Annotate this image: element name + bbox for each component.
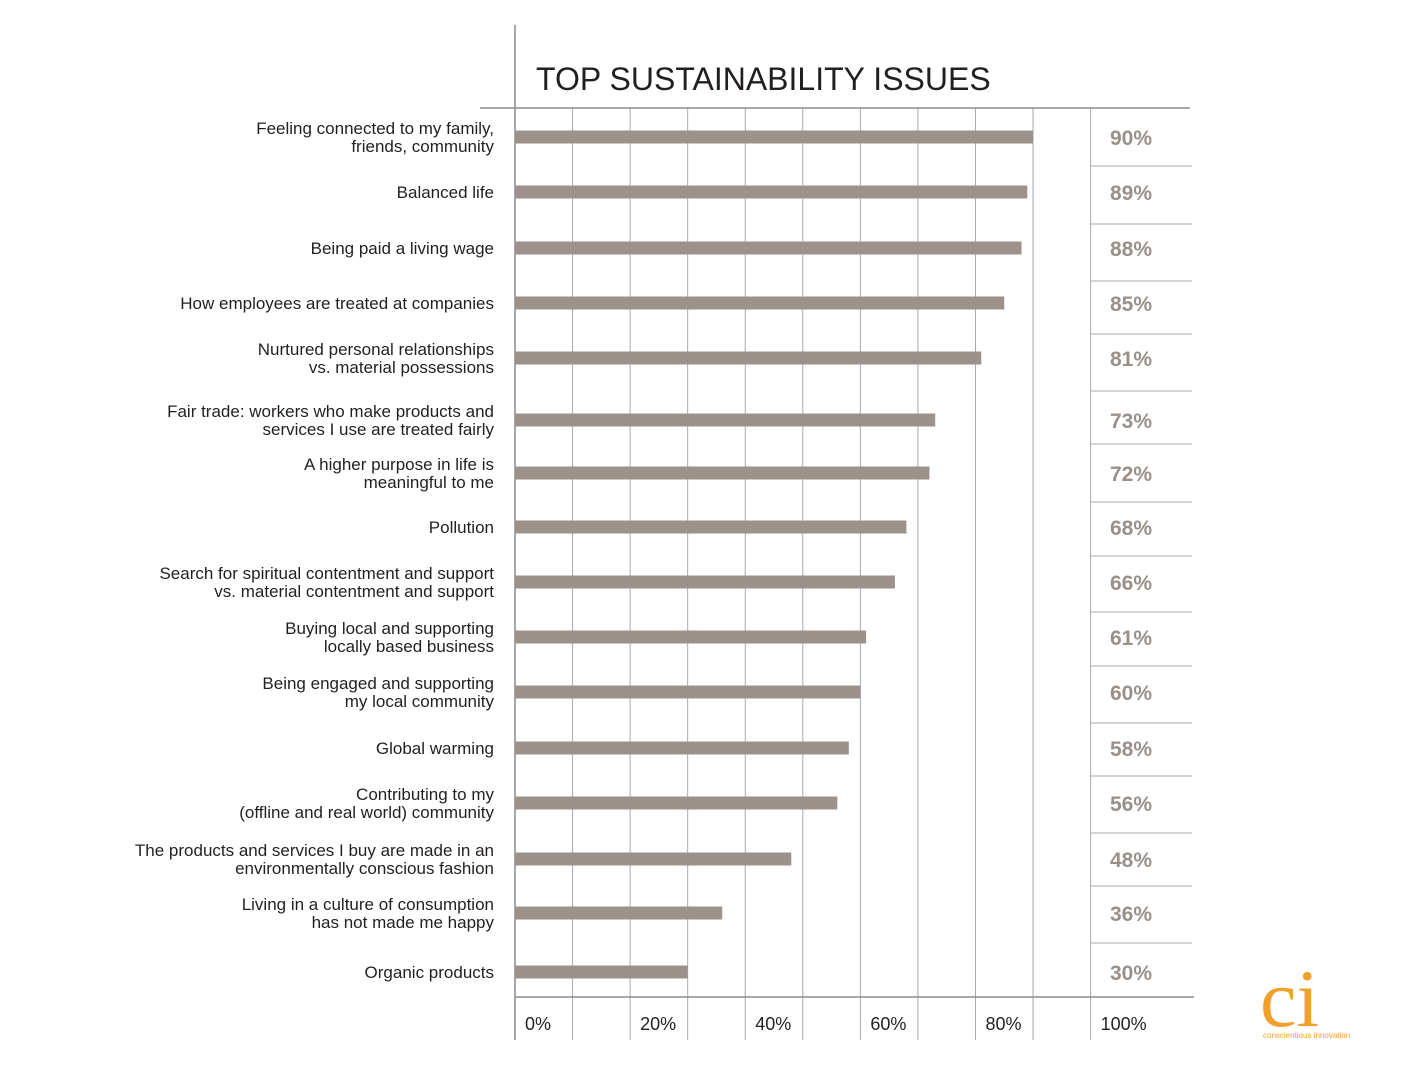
value-label-13: 56% bbox=[1110, 793, 1152, 816]
category-label-line: A higher purpose in life is bbox=[304, 455, 494, 474]
value-label-2: 89% bbox=[1110, 182, 1152, 205]
bar-10 bbox=[515, 630, 867, 644]
category-label-3: Being paid a living wage bbox=[311, 239, 494, 258]
category-label-line: Pollution bbox=[429, 518, 494, 537]
category-label-15: Living in a culture of consumption has no… bbox=[242, 895, 495, 932]
bar-11 bbox=[515, 685, 861, 699]
bar-12 bbox=[515, 741, 849, 755]
category-label-4: How employees are treated at companies bbox=[180, 294, 494, 313]
value-label-15: 36% bbox=[1110, 903, 1152, 926]
category-label-line: Global warming bbox=[376, 739, 494, 758]
category-label-1: Feeling connected to my family, friends, … bbox=[256, 119, 494, 156]
value-label-9: 66% bbox=[1110, 572, 1152, 595]
category-label-line: vs. material contentment and support bbox=[214, 582, 494, 601]
category-label-9: Search for spiritual contentment and sup… bbox=[159, 564, 494, 601]
category-label-line: Being paid a living wage bbox=[311, 239, 494, 258]
value-label-16: 30% bbox=[1110, 962, 1152, 985]
bar-3 bbox=[515, 241, 1022, 255]
logo-mark: ci bbox=[1260, 953, 1319, 1044]
logo-name: conscientious innovation bbox=[1263, 1031, 1350, 1040]
bar-4 bbox=[515, 296, 1005, 310]
x-tick-label-80: 80% bbox=[985, 1014, 1021, 1034]
bar-15 bbox=[515, 906, 723, 920]
value-label-6: 73% bbox=[1110, 410, 1152, 433]
category-label-line: Living in a culture of consumption bbox=[242, 895, 494, 914]
category-label-line: The products and services I buy are made… bbox=[135, 841, 494, 860]
value-label-10: 61% bbox=[1110, 627, 1152, 650]
value-label-1: 90% bbox=[1110, 127, 1152, 150]
x-tick-label-100: 100% bbox=[1101, 1014, 1147, 1034]
category-label-12: Global warming bbox=[376, 739, 494, 758]
value-label-12: 58% bbox=[1110, 738, 1152, 761]
category-label-10: Buying local and supporting locally based… bbox=[285, 619, 494, 656]
x-tick-label-60: 60% bbox=[870, 1014, 906, 1034]
value-label-14: 48% bbox=[1110, 849, 1152, 872]
category-label-14: The products and services I buy are made… bbox=[135, 841, 494, 878]
category-label-line: my local community bbox=[345, 692, 495, 711]
x-tick-label-20: 20% bbox=[640, 1014, 676, 1034]
chart-title: TOP SUSTAINABILITY ISSUES bbox=[536, 61, 991, 97]
category-label-line: Contributing to my bbox=[356, 785, 494, 804]
value-label-7: 72% bbox=[1110, 463, 1152, 486]
category-label-line: How employees are treated at companies bbox=[180, 294, 494, 313]
category-label-6: Fair trade: workers who make products an… bbox=[167, 402, 494, 439]
category-label-line: has not made me happy bbox=[312, 913, 495, 932]
x-tick-label-40: 40% bbox=[755, 1014, 791, 1034]
bar-1 bbox=[515, 130, 1034, 144]
category-label-line: Organic products bbox=[365, 963, 494, 982]
category-label-line: locally based business bbox=[324, 637, 494, 656]
bar-5 bbox=[515, 351, 982, 365]
category-label-line: (offline and real world) community bbox=[239, 803, 494, 822]
value-label-5: 81% bbox=[1110, 348, 1152, 371]
bar-13 bbox=[515, 796, 838, 810]
category-label-line: friends, community bbox=[351, 137, 494, 156]
category-label-13: Contributing to my (offline and real worl… bbox=[239, 785, 494, 822]
category-label-line: Balanced life bbox=[397, 183, 494, 202]
category-label-line: Nurtured personal relationships bbox=[258, 340, 494, 359]
category-label-16: Organic products bbox=[365, 963, 494, 982]
bar-7 bbox=[515, 466, 930, 480]
bar-16 bbox=[515, 965, 688, 979]
category-label-line: environmentally conscious fashion bbox=[235, 859, 494, 878]
category-label-line: vs. material possessions bbox=[309, 358, 494, 377]
bar-2 bbox=[515, 185, 1028, 199]
category-label-7: A higher purpose in life is meaningful to… bbox=[304, 455, 494, 492]
bar-9 bbox=[515, 575, 895, 589]
x-tick-label-0: 0% bbox=[525, 1014, 551, 1034]
category-label-line: Buying local and supporting bbox=[285, 619, 494, 638]
category-label-2: Balanced life bbox=[397, 183, 494, 202]
value-label-4: 85% bbox=[1110, 293, 1152, 316]
bar-8 bbox=[515, 520, 907, 534]
category-label-line: services I use are treated fairly bbox=[263, 420, 495, 439]
value-label-8: 68% bbox=[1110, 517, 1152, 540]
value-label-3: 88% bbox=[1110, 238, 1152, 261]
bar-6 bbox=[515, 413, 936, 427]
labels-layer: Feeling connected to my family, friends, … bbox=[135, 119, 1152, 1034]
category-label-line: Feeling connected to my family, bbox=[256, 119, 494, 138]
category-label-line: Being engaged and supporting bbox=[262, 674, 494, 693]
category-label-line: Fair trade: workers who make products an… bbox=[167, 402, 494, 421]
value-label-11: 60% bbox=[1110, 682, 1152, 705]
category-label-line: meaningful to me bbox=[364, 473, 494, 492]
bar-14 bbox=[515, 852, 792, 866]
bars-layer bbox=[515, 130, 1034, 979]
category-label-8: Pollution bbox=[429, 518, 494, 537]
category-label-5: Nurtured personal relationships vs. mater… bbox=[258, 340, 494, 377]
ci-logo: ci conscientious innovation bbox=[1260, 953, 1350, 1044]
category-label-11: Being engaged and supporting my local com… bbox=[262, 674, 494, 711]
category-label-line: Search for spiritual contentment and sup… bbox=[159, 564, 494, 583]
